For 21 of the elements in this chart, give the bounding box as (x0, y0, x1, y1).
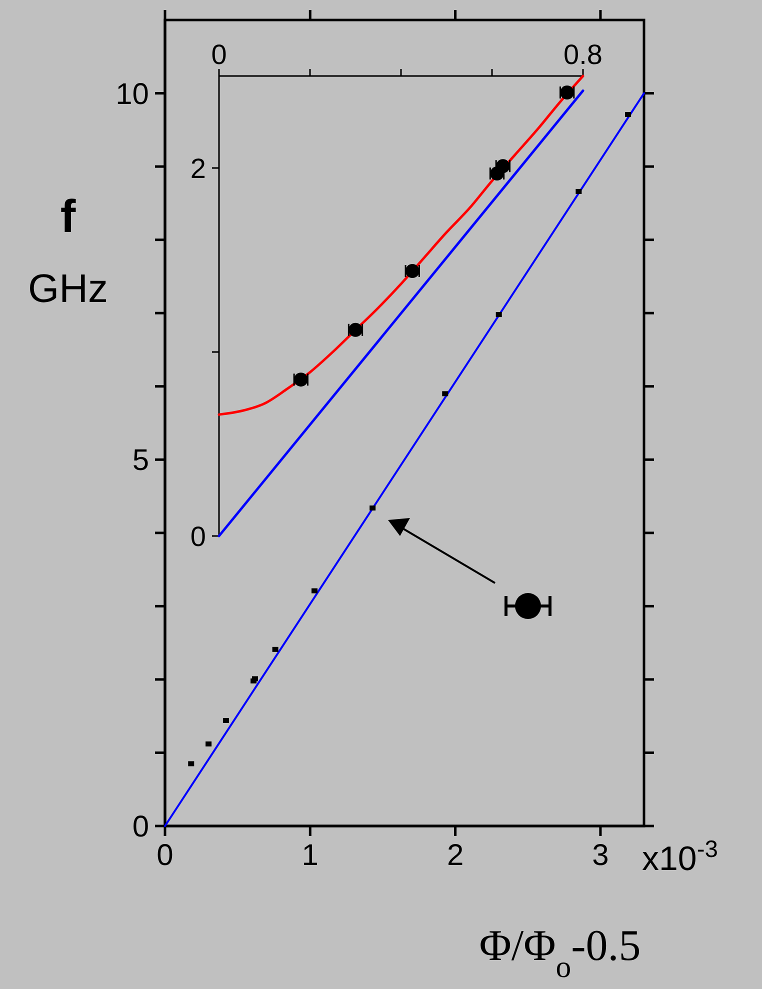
point (625, 112, 632, 118)
x-tick-label: 1 (302, 839, 318, 872)
point (272, 646, 278, 652)
y-axis-title: f GHz (28, 190, 108, 311)
text: x10$^{-3}$ (642, 836, 718, 878)
point (442, 391, 448, 396)
point (222, 718, 229, 723)
point (312, 588, 318, 594)
y-tick-label: 5 (132, 444, 149, 478)
x-tick-label: 0 (156, 839, 174, 872)
y-tick-label: 0 (132, 810, 149, 844)
point (188, 761, 194, 766)
point (576, 188, 582, 194)
point (206, 741, 212, 746)
y-tick-label: 10 (116, 78, 149, 111)
point (370, 505, 376, 510)
x-axis-title: Φ/Φ$_{o}$-0.5 (479, 921, 641, 984)
x-tick-label: 3 (592, 839, 609, 872)
x-tick-label: 0.8 (564, 39, 602, 70)
point (496, 312, 502, 318)
x-tick-label: 2 (446, 839, 464, 872)
